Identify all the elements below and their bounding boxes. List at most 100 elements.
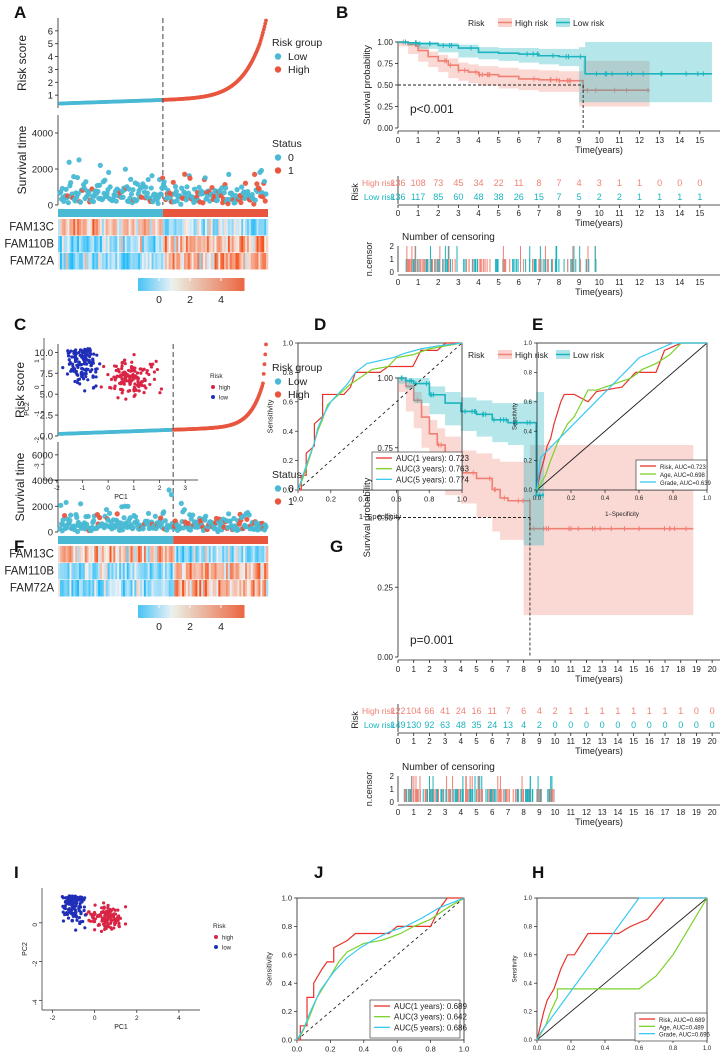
colorbar-tick-label: 4 bbox=[218, 621, 224, 633]
heatmap-cell bbox=[126, 253, 129, 270]
roc-legend-label: AUC(5 years): 0.686 bbox=[394, 1023, 467, 1032]
roc-legend-label: AUC(1 years): 0.689 bbox=[394, 1002, 467, 1011]
risk-score-point bbox=[264, 342, 268, 347]
roc-frame bbox=[536, 897, 708, 1041]
survival-time-point bbox=[249, 191, 255, 198]
heatmap-cell bbox=[90, 546, 93, 563]
heatmap-cell bbox=[227, 580, 231, 597]
heatmap-cell bbox=[166, 219, 170, 236]
survival-time-point bbox=[178, 500, 184, 506]
heatmap-cell bbox=[258, 580, 261, 597]
km-y-tick-label: 0.75 bbox=[377, 60, 393, 69]
risk-table-cell: 48 bbox=[473, 192, 483, 202]
heatmap-cell bbox=[189, 580, 192, 597]
heatmap-cell bbox=[98, 236, 101, 253]
heatmap-cell bbox=[75, 236, 78, 253]
heatmap-cell bbox=[153, 236, 156, 253]
heatmap-cell bbox=[109, 546, 112, 563]
pca-legend-low: low bbox=[219, 396, 229, 402]
survival-time-point bbox=[106, 510, 113, 516]
pca-point-low bbox=[78, 382, 82, 386]
heatmap-cell bbox=[245, 580, 248, 597]
heatmap-cell bbox=[231, 546, 234, 563]
heatmap-cell bbox=[241, 546, 244, 563]
heatmap-cell bbox=[147, 563, 150, 580]
heatmap-cell bbox=[220, 253, 223, 270]
heatmap-cell bbox=[82, 563, 86, 580]
status-legend-title: Status bbox=[272, 138, 302, 150]
heatmap-cell bbox=[101, 546, 105, 563]
heatmap-cell bbox=[266, 546, 269, 563]
heatmap-cell bbox=[96, 563, 99, 580]
heatmap-cell bbox=[59, 253, 63, 270]
heatmap-cell bbox=[224, 580, 227, 597]
time-y-tick-label: 0 bbox=[48, 528, 53, 539]
roc-x-tick-label: 0.4 bbox=[358, 495, 368, 504]
pca-point-low bbox=[71, 355, 76, 359]
roc-legend-label: AUC(3 years): 0.642 bbox=[394, 1013, 467, 1022]
km-panel-b: Risk High risk Low risk0.000.250.500.751.0… bbox=[350, 18, 720, 297]
colorbar-cell bbox=[151, 278, 155, 291]
heatmap-cell bbox=[145, 253, 149, 270]
heatmap-cell bbox=[237, 253, 240, 270]
heatmap-cell bbox=[264, 219, 267, 236]
km-panel-g: Risk High risk Low risk0.000.250.500.751.0… bbox=[350, 350, 720, 827]
colorbar-cell bbox=[228, 278, 232, 291]
heatmap-cell bbox=[187, 563, 191, 580]
colorbar-tick-label: 4 bbox=[218, 294, 224, 306]
colorbar-cell bbox=[183, 278, 187, 291]
heatmap-cell bbox=[187, 580, 191, 597]
pca-x-tick-label: 2 bbox=[158, 485, 162, 492]
heatmap-cell bbox=[212, 546, 215, 563]
heatmap-cell bbox=[82, 253, 86, 270]
heatmap-cell bbox=[126, 580, 129, 597]
heatmap-cell bbox=[187, 219, 191, 236]
survival-time-point bbox=[211, 193, 217, 199]
heatmap-cell bbox=[239, 236, 242, 253]
heatmap-cell bbox=[176, 580, 179, 597]
pca-point-low bbox=[84, 369, 88, 373]
time-y-tick-label: 2000 bbox=[32, 165, 53, 176]
heatmap-cell bbox=[266, 236, 269, 253]
heatmap-cell bbox=[122, 580, 126, 597]
heatmap-cell bbox=[220, 236, 223, 253]
pca-legend-marker bbox=[211, 395, 215, 399]
roc-x-tick-label: 0.6 bbox=[635, 1046, 644, 1052]
gene-label: FAM72A bbox=[10, 583, 54, 595]
roc-x-tick-label: 0.8 bbox=[669, 496, 678, 502]
heatmap-cell bbox=[176, 253, 179, 270]
roc-x-tick-label: 1.0 bbox=[457, 495, 467, 504]
heatmap-cell bbox=[136, 236, 139, 253]
colorbar-cell bbox=[188, 605, 192, 618]
risk-score-point bbox=[261, 27, 266, 32]
pca-point-low bbox=[70, 362, 75, 366]
pca-point-high bbox=[121, 371, 125, 375]
pca-point-low bbox=[80, 350, 85, 355]
pca-point-high bbox=[120, 367, 124, 371]
survival-time-point bbox=[229, 190, 235, 197]
pca-point-high bbox=[113, 912, 118, 916]
survival-time-point bbox=[226, 171, 232, 177]
km-x-tick-label: 15 bbox=[629, 665, 638, 674]
risk-table-cell: 85 bbox=[433, 192, 443, 202]
pca-point-high bbox=[116, 396, 120, 400]
km-x-tick-label: 12 bbox=[635, 136, 644, 145]
pca-point-low bbox=[82, 372, 87, 376]
pca-point-low bbox=[74, 904, 78, 908]
heatmap-cell bbox=[218, 253, 221, 270]
risk-table-x-tick-label: 6 bbox=[517, 209, 522, 218]
roc-x-tick-label: 0.2 bbox=[325, 1045, 335, 1054]
heatmap-cell bbox=[197, 253, 200, 270]
survival-time-point bbox=[256, 186, 262, 192]
heatmap-cell bbox=[214, 253, 217, 270]
heatmap-cell bbox=[145, 563, 149, 580]
survival-time-point bbox=[58, 502, 64, 508]
heatmap-cell bbox=[180, 563, 183, 580]
heatmap-cell bbox=[161, 236, 164, 253]
heatmap-cell bbox=[77, 236, 80, 253]
risk-table-cell: 0 bbox=[657, 178, 662, 188]
roc-y-tick-label: 1.0 bbox=[524, 341, 533, 347]
pca-point-high bbox=[113, 384, 117, 388]
pca-point-high bbox=[149, 365, 154, 369]
time-y-label: Survival time bbox=[13, 452, 27, 521]
